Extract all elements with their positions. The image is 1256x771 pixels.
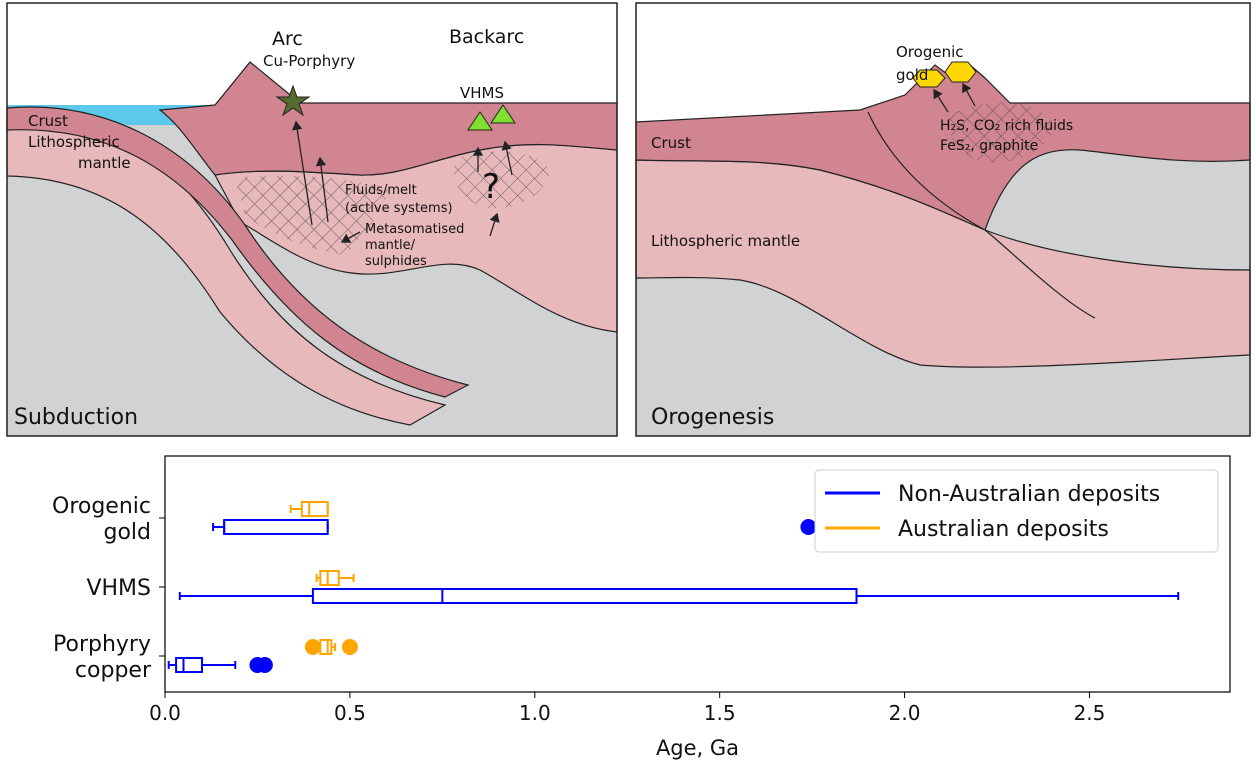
x-tick-label: 2.5 bbox=[1074, 701, 1106, 725]
panel-label: Subduction bbox=[14, 405, 138, 430]
label: (active systems) bbox=[345, 201, 453, 216]
x-tick-label: 2.0 bbox=[889, 701, 921, 725]
label: Crust bbox=[28, 112, 68, 130]
x-tick-label: 0.0 bbox=[149, 701, 181, 725]
label: Crust bbox=[651, 134, 691, 152]
box bbox=[320, 571, 338, 585]
orogenesis-diagram: Orogenic gold H₂S, CO₂ rich fluids FeS₂,… bbox=[636, 3, 1250, 436]
label: gold bbox=[896, 66, 928, 84]
panel-label: Orogenesis bbox=[651, 405, 774, 430]
label: Lithospheric bbox=[28, 133, 120, 151]
label: Backarc bbox=[449, 26, 524, 48]
outlier bbox=[342, 639, 358, 655]
box bbox=[313, 589, 857, 603]
box bbox=[302, 502, 328, 516]
label: mantle/ bbox=[365, 238, 416, 253]
box bbox=[224, 520, 328, 534]
label: Cu-Porphyry bbox=[263, 52, 355, 70]
legend-label: Australian deposits bbox=[898, 517, 1109, 542]
outlier bbox=[305, 639, 321, 655]
x-tick-label: 0.5 bbox=[334, 701, 366, 725]
label: H₂S, CO₂ rich fluids bbox=[940, 118, 1073, 134]
label: Fluids/melt bbox=[345, 183, 417, 198]
label: Metasomatised bbox=[365, 222, 464, 237]
label: FeS₂, graphite bbox=[940, 138, 1038, 154]
label: ? bbox=[482, 167, 500, 207]
outlier bbox=[800, 519, 816, 535]
x-tick-label: 1.5 bbox=[704, 701, 736, 725]
figure: Arc Cu-Porphyry Backarc VHMS Crust Litho… bbox=[0, 0, 1256, 771]
subduction-diagram: Arc Cu-Porphyry Backarc VHMS Crust Litho… bbox=[7, 3, 617, 436]
label: Arc bbox=[272, 28, 303, 50]
legend-label: Non-Australian deposits bbox=[898, 482, 1160, 507]
outlier bbox=[257, 657, 273, 673]
box bbox=[320, 640, 331, 654]
y-tick-label: VHMS bbox=[86, 576, 151, 601]
label: mantle bbox=[78, 154, 131, 172]
label: Lithospheric mantle bbox=[651, 232, 800, 250]
label: Orogenic bbox=[896, 43, 964, 61]
label: sulphides bbox=[365, 254, 427, 269]
x-axis-label: Age, Ga bbox=[656, 736, 739, 760]
label: VHMS bbox=[460, 84, 504, 102]
box bbox=[176, 658, 202, 672]
x-tick-label: 1.0 bbox=[519, 701, 551, 725]
